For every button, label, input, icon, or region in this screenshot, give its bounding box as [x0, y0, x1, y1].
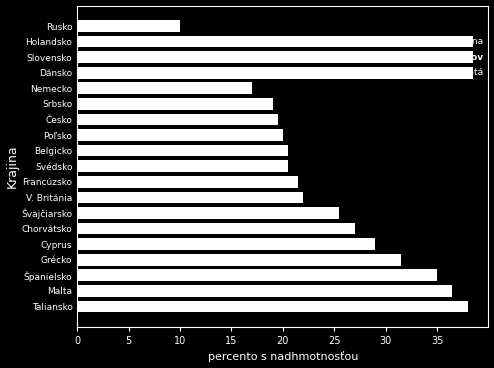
Bar	[78, 20, 180, 32]
Bar	[78, 51, 473, 63]
Bar	[78, 145, 288, 156]
Text: chlapci aj dievčatá: chlapci aj dievčatá	[398, 68, 483, 78]
Bar	[78, 129, 283, 141]
Bar	[78, 114, 278, 125]
Bar	[78, 207, 339, 219]
Bar	[78, 160, 288, 172]
Bar	[78, 285, 453, 297]
Bar	[78, 67, 473, 79]
Bar	[78, 191, 303, 203]
Bar	[78, 238, 375, 250]
Bar	[78, 176, 298, 188]
X-axis label: percento s nadhmotnosťou: percento s nadhmotnosťou	[207, 351, 358, 362]
Bar	[78, 223, 355, 234]
Text: veková skupina: veková skupina	[413, 37, 483, 46]
Bar	[78, 82, 252, 94]
Bar	[78, 269, 437, 281]
Bar	[78, 98, 273, 110]
Bar	[78, 36, 473, 47]
Y-axis label: Krajina: Krajina	[5, 144, 19, 188]
Bar	[78, 301, 468, 312]
Bar	[78, 254, 401, 266]
Text: 7-11 rokov: 7-11 rokov	[429, 53, 483, 62]
